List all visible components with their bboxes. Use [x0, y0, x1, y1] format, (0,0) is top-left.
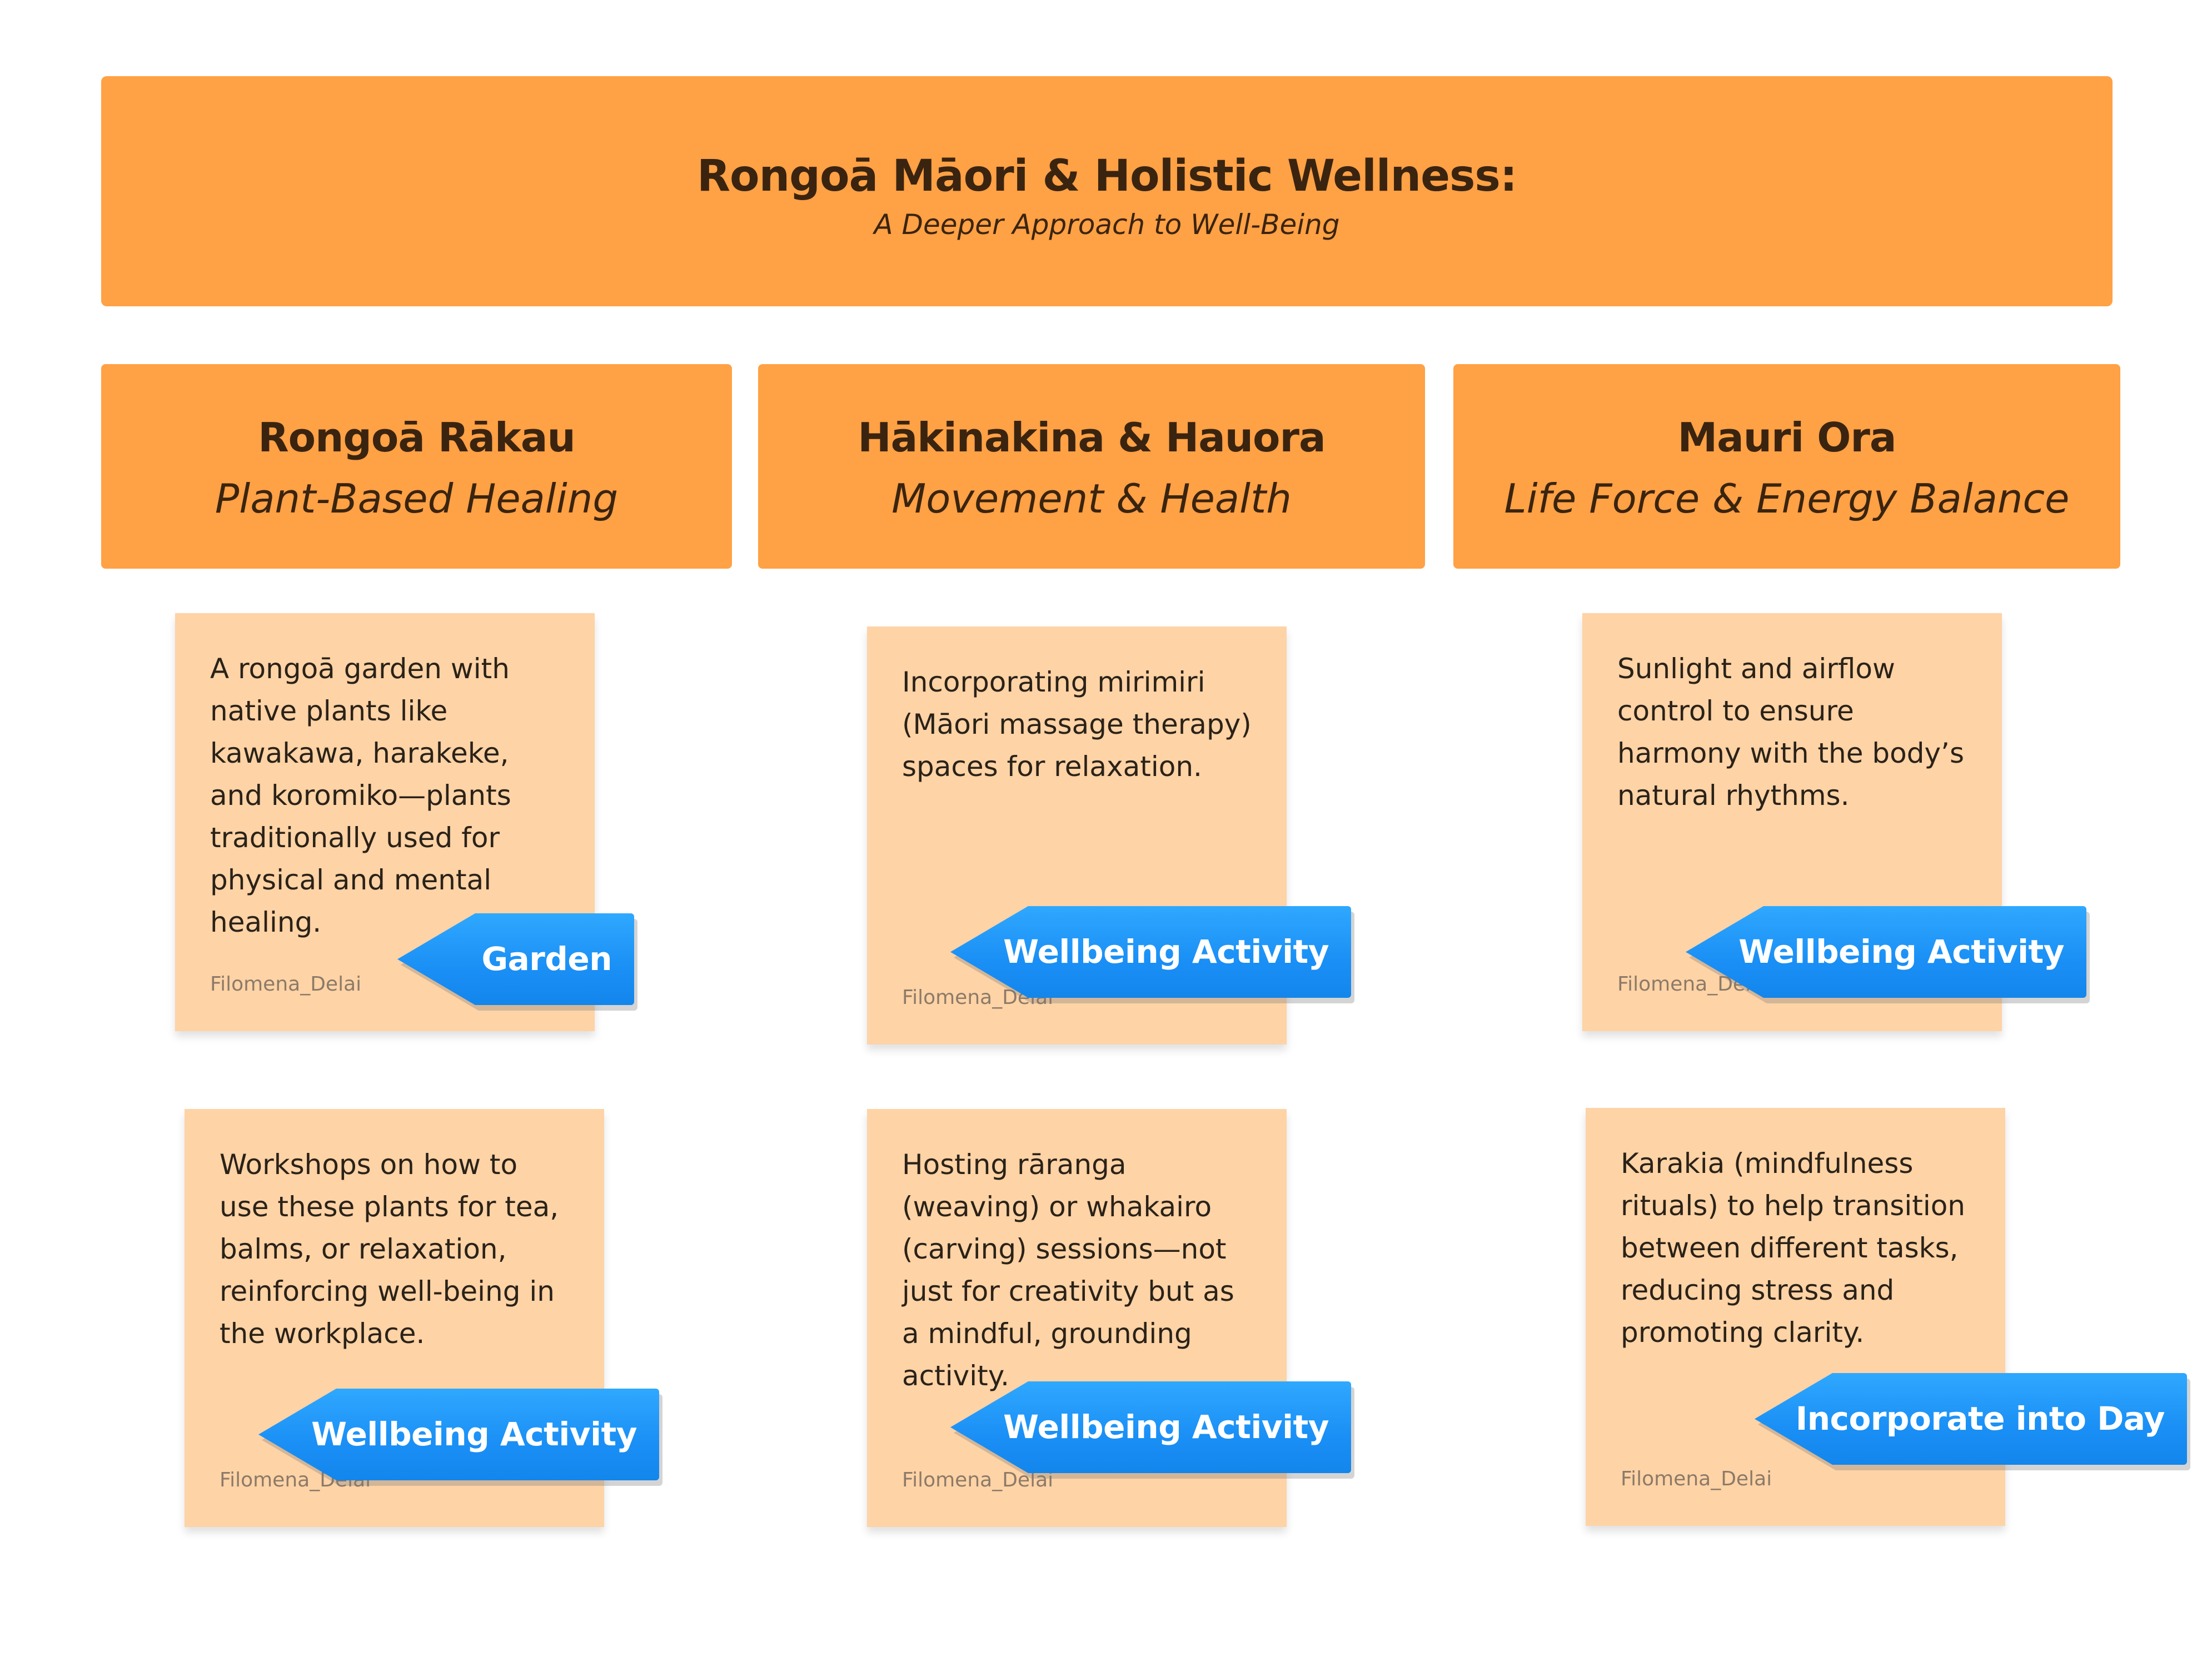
tag-arrow-shape — [950, 906, 1351, 998]
tag-label[interactable]: Wellbeing Activity — [950, 1381, 1351, 1473]
tag-text: Garden — [481, 940, 612, 978]
column-title: Rongoā Rākau — [258, 414, 576, 461]
column-subtitle: Movement & Health — [891, 475, 1292, 522]
banner-title: Rongoā Māori & Holistic Wellness: — [696, 151, 1517, 201]
tag-label[interactable]: Wellbeing Activity — [1686, 906, 2086, 998]
column-header-rongoa-rakau[interactable]: Rongoā Rākau Plant-Based Healing — [101, 364, 732, 569]
sticky-note[interactable]: A rongoā garden with native plants like … — [175, 613, 595, 1031]
tag-text: Wellbeing Activity — [1738, 933, 2064, 971]
tag-text: Wellbeing Activity — [311, 1415, 637, 1453]
column-subtitle: Plant-Based Healing — [215, 475, 619, 522]
tag-arrow-shape — [258, 1389, 659, 1480]
column-title: Mauri Ora — [1677, 414, 1896, 461]
note-text: Sunlight and airflow control to ensure h… — [1617, 653, 1964, 812]
tag-label[interactable]: Garden — [397, 913, 634, 1005]
note-text: Workshops on how to use these plants for… — [220, 1148, 559, 1350]
tag-text: Wellbeing Activity — [1003, 1408, 1329, 1446]
tag-text: Incorporate into Day — [1795, 1400, 2165, 1438]
column-title: Hākinakina & Hauora — [858, 414, 1326, 461]
banner-subtitle: A Deeper Approach to Well-Being — [874, 208, 1340, 241]
tag-label[interactable]: Wellbeing Activity — [950, 906, 1351, 998]
tag-arrow-shape — [950, 1381, 1351, 1473]
note-text: Incorporating mirimiri (Māori massage th… — [902, 666, 1252, 783]
note-author: Filomena_Delai — [210, 973, 362, 996]
column-header-hakinakina-hauora[interactable]: Hākinakina & Hauora Movement & Health — [758, 364, 1425, 569]
sticky-note[interactable]: Karakia (mindfulness rituals) to help tr… — [1586, 1108, 2005, 1526]
tag-arrow-shape — [1686, 906, 2086, 998]
tag-text: Wellbeing Activity — [1003, 933, 1329, 971]
banner[interactable]: Rongoā Māori & Holistic Wellness: A Deep… — [101, 76, 2113, 306]
tag-label[interactable]: Wellbeing Activity — [258, 1389, 659, 1480]
note-text: A rongoā garden with native plants like … — [210, 653, 511, 938]
tag-arrow-shape — [1755, 1373, 2187, 1465]
column-subtitle: Life Force & Energy Balance — [1504, 475, 2070, 522]
tag-label[interactable]: Incorporate into Day — [1755, 1373, 2187, 1465]
column-header-mauri-ora[interactable]: Mauri Ora Life Force & Energy Balance — [1453, 364, 2120, 569]
note-text: Karakia (mindfulness rituals) to help tr… — [1621, 1147, 1965, 1349]
note-text: Hosting rāranga (weaving) or whakairo (c… — [902, 1148, 1234, 1392]
note-author: Filomena_Delai — [1621, 1468, 1772, 1490]
